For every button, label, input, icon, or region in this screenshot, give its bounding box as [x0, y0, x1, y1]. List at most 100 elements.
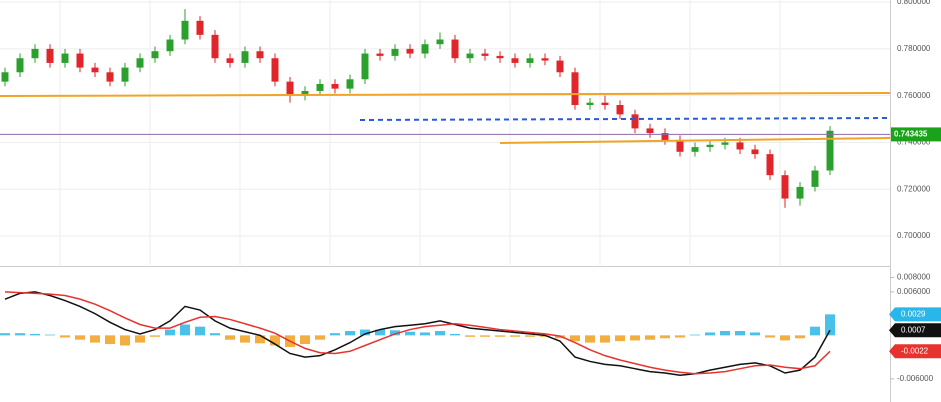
candle-body: [121, 67, 129, 82]
candle-body: [676, 140, 684, 152]
histogram-bar: [300, 335, 310, 345]
candle-body: [616, 105, 624, 115]
candle-body: [226, 58, 234, 63]
histogram-bar: [120, 335, 130, 346]
candle-body: [76, 53, 84, 68]
candle-body: [601, 102, 609, 106]
histogram-bar: [330, 333, 340, 336]
histogram-bar: [270, 335, 280, 346]
candle-body: [496, 55, 504, 59]
y-tick-label: 0.780000: [897, 44, 931, 53]
candle-body: [541, 58, 549, 61]
histogram-bar: [315, 335, 325, 340]
last-price-badge: [891, 127, 941, 142]
candle-body: [721, 142, 729, 145]
last-price-label: 0.743435: [894, 130, 928, 139]
candle-body: [346, 79, 354, 89]
histogram-bar: [195, 326, 205, 336]
histogram-bar: [450, 333, 460, 336]
histogram-bar: [45, 334, 55, 336]
histogram-bar: [525, 335, 535, 337]
candle-body: [136, 58, 144, 68]
dashed-level: [359, 117, 891, 121]
candle-body: [571, 72, 579, 106]
candle-body: [586, 102, 594, 106]
candle-body: [661, 133, 669, 141]
candle-body: [811, 170, 819, 187]
trend-line: [0, 92, 891, 97]
histogram-bar: [750, 332, 760, 336]
histogram-bar: [15, 333, 25, 336]
candle-body: [406, 48, 414, 54]
candle-body: [391, 48, 399, 56]
histogram-bar: [375, 329, 385, 336]
candle-body: [61, 53, 69, 63]
y-tick-label: 0.760000: [897, 91, 931, 100]
candle-body: [241, 51, 249, 63]
histogram-bar: [480, 335, 490, 337]
histogram-bar: [345, 331, 355, 336]
candle-body: [556, 60, 564, 73]
candle-body: [196, 20, 204, 35]
value-badge: [889, 344, 941, 359]
histogram-bar: [675, 335, 685, 338]
histogram-bar: [705, 332, 715, 336]
candle-body: [106, 72, 114, 82]
candle-body: [526, 58, 534, 63]
candle-body: [91, 67, 99, 73]
histogram-bar: [390, 330, 400, 336]
candles: [1, 9, 834, 208]
histogram-bar: [600, 335, 610, 343]
histogram-bar: [570, 335, 580, 342]
candle-body: [826, 130, 834, 171]
histogram-bar: [255, 335, 265, 344]
histogram-bar: [795, 335, 805, 339]
candle-body: [451, 39, 459, 59]
candle-body: [151, 51, 159, 59]
histogram-bar: [585, 335, 595, 343]
candle-body: [1, 72, 9, 82]
histogram-bar: [630, 335, 640, 341]
histogram-bar: [690, 334, 700, 336]
histogram-bar: [60, 335, 70, 338]
candle-body: [481, 53, 489, 56]
histogram-bar: [405, 331, 415, 336]
y-tick-label: 0.740000: [897, 138, 931, 147]
candle-body: [181, 20, 189, 40]
histogram-bar: [75, 335, 85, 340]
histogram-bar: [435, 331, 445, 336]
candle-body: [751, 149, 759, 155]
histogram-bar: [510, 335, 520, 337]
histogram-bar: [180, 324, 190, 336]
candle-body: [316, 83, 324, 91]
candle-body: [766, 154, 774, 176]
value-badge-label: -0.0022: [901, 346, 929, 355]
candle-body: [736, 142, 744, 150]
histogram-bar: [780, 335, 790, 341]
candle-body: [631, 114, 639, 129]
histogram-bar: [465, 335, 475, 337]
value-badge: [889, 323, 941, 338]
candle-body: [466, 53, 474, 59]
candle-body: [796, 186, 804, 199]
candle-body: [376, 53, 384, 56]
histogram-bar: [105, 335, 115, 345]
candle-body: [511, 58, 519, 63]
vertical-grid: [0, 0, 890, 265]
candle-body: [301, 90, 309, 96]
trend-line: [499, 137, 891, 144]
histogram-bar: [810, 326, 820, 336]
candle-body: [706, 144, 714, 148]
candle-body: [286, 81, 294, 96]
histogram-bar: [420, 332, 430, 336]
candle-body: [46, 48, 54, 63]
candle-body: [331, 83, 339, 89]
histogram-bar: [825, 314, 835, 336]
candle-body: [31, 48, 39, 59]
candle-body: [691, 147, 699, 152]
y-tick-label: 0.720000: [897, 184, 931, 193]
histogram-bar: [0, 333, 10, 336]
y-tick-label: 0.008000: [897, 273, 931, 282]
histogram-bar: [615, 335, 625, 342]
